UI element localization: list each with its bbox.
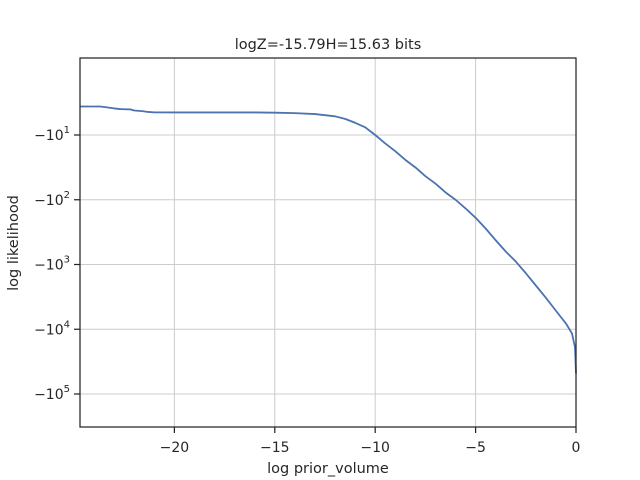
y-tick-label: −105 (34, 384, 70, 403)
x-tick-label: −10 (360, 440, 390, 456)
y-tick-label: −104 (34, 319, 70, 338)
plot-frame (79, 57, 577, 428)
chart-title: logZ=-15.79H=15.63 bits (235, 37, 422, 53)
x-axis-label: log prior_volume (267, 461, 389, 477)
x-tick-label: −15 (260, 440, 290, 456)
y-tick-label: −101 (34, 125, 70, 144)
y-axis-label: log likelihood (6, 195, 22, 291)
y-ticks: −101 −102 −103 −104 −105 (34, 125, 80, 403)
y-tick-label: −103 (34, 255, 70, 274)
y-tick-label: −102 (34, 190, 70, 209)
series-layer (80, 105, 577, 374)
grid-lines (80, 58, 577, 427)
x-tick-label: 0 (572, 440, 581, 456)
x-tick-label: −5 (465, 440, 486, 456)
x-tick-label: −20 (160, 440, 190, 456)
series-line (80, 105, 577, 374)
x-ticks: −20 −15 −10 −5 0 (160, 427, 581, 456)
